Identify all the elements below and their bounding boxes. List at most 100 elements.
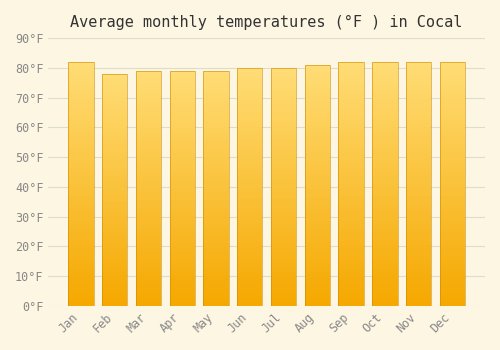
Bar (406, 98, 431, 103)
Bar (440, 168, 465, 172)
Bar (338, 212, 364, 216)
Bar (271, 258, 296, 262)
Bar (204, 231, 229, 235)
Bar (372, 241, 398, 245)
Bar (68, 62, 94, 66)
Bar (271, 179, 296, 183)
Bar (204, 145, 229, 149)
Bar (102, 85, 128, 89)
Bar (304, 214, 330, 217)
Bar (338, 147, 364, 151)
Bar (304, 165, 330, 169)
Bar (338, 168, 364, 172)
Bar (440, 111, 465, 115)
Bar (372, 62, 398, 306)
Bar (204, 196, 229, 200)
Bar (304, 65, 330, 69)
Bar (406, 192, 431, 196)
Bar (338, 86, 364, 90)
Bar (102, 74, 128, 78)
Bar (237, 254, 262, 258)
Bar (372, 229, 398, 233)
Bar (136, 169, 161, 173)
Bar (406, 289, 431, 294)
Bar (204, 130, 229, 133)
Bar (237, 183, 262, 187)
Bar (68, 66, 94, 70)
Bar (204, 153, 229, 157)
Bar (136, 282, 161, 286)
Bar (271, 124, 296, 127)
Bar (68, 139, 94, 143)
Bar (102, 298, 128, 302)
Bar (440, 74, 465, 78)
Bar (170, 290, 195, 294)
Bar (271, 290, 296, 294)
Bar (304, 81, 330, 85)
Bar (204, 184, 229, 188)
Bar (372, 135, 398, 139)
Bar (338, 115, 364, 119)
Bar (338, 208, 364, 212)
Bar (406, 302, 431, 306)
Bar (440, 225, 465, 229)
Bar (102, 240, 128, 244)
Bar (406, 249, 431, 253)
Bar (237, 226, 262, 231)
Bar (338, 188, 364, 192)
Bar (237, 187, 262, 191)
Bar (338, 245, 364, 249)
Bar (304, 69, 330, 73)
Bar (136, 94, 161, 98)
Bar (170, 267, 195, 271)
Bar (338, 192, 364, 196)
Bar (102, 275, 128, 279)
Bar (204, 235, 229, 239)
Bar (102, 116, 128, 120)
Bar (204, 141, 229, 145)
Bar (304, 246, 330, 250)
Bar (406, 107, 431, 111)
Bar (68, 289, 94, 294)
Bar (136, 177, 161, 181)
Bar (372, 98, 398, 103)
Bar (338, 119, 364, 123)
Bar (204, 267, 229, 271)
Bar (136, 231, 161, 235)
Bar (204, 90, 229, 94)
Bar (440, 82, 465, 86)
Bar (271, 254, 296, 258)
Bar (136, 290, 161, 294)
Bar (271, 159, 296, 163)
Bar (406, 155, 431, 160)
Bar (204, 126, 229, 130)
Bar (68, 98, 94, 103)
Bar (136, 79, 161, 83)
Bar (237, 127, 262, 131)
Bar (406, 180, 431, 184)
Bar (68, 119, 94, 123)
Bar (271, 187, 296, 191)
Bar (338, 143, 364, 147)
Bar (170, 118, 195, 122)
Bar (170, 235, 195, 239)
Bar (102, 267, 128, 271)
Bar (271, 104, 296, 107)
Bar (338, 131, 364, 135)
Bar (440, 103, 465, 107)
Bar (372, 66, 398, 70)
Bar (304, 149, 330, 153)
Bar (440, 237, 465, 241)
Bar (440, 163, 465, 168)
Bar (372, 111, 398, 115)
Bar (271, 226, 296, 231)
Bar (304, 133, 330, 137)
Bar (372, 123, 398, 127)
Bar (102, 178, 128, 182)
Bar (372, 253, 398, 257)
Bar (406, 204, 431, 208)
Bar (372, 200, 398, 204)
Bar (68, 176, 94, 180)
Bar (372, 286, 398, 289)
Bar (440, 286, 465, 289)
